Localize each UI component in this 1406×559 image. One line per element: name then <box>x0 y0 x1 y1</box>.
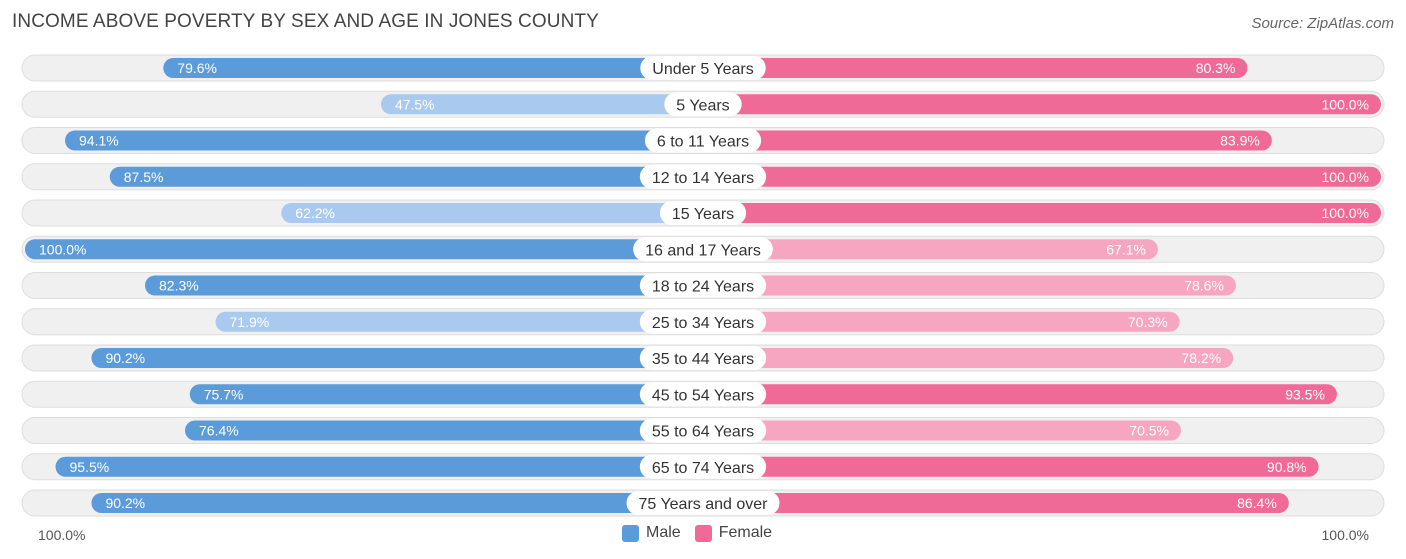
chart-source: Source: ZipAtlas.com <box>1251 15 1394 32</box>
female-bar <box>703 203 1381 223</box>
female-bar <box>703 130 1272 151</box>
category-label: 25 to 34 Years <box>652 315 754 332</box>
female-value-label: 78.2% <box>1181 350 1221 366</box>
female-bar <box>703 275 1236 296</box>
category-label: 45 to 54 Years <box>652 387 754 404</box>
female-bar <box>703 384 1337 405</box>
category-label: 55 to 64 Years <box>652 424 754 441</box>
male-bar <box>91 493 704 513</box>
male-value-label: 90.2% <box>105 495 145 511</box>
category-label: 12 to 14 Years <box>652 170 754 187</box>
female-bar <box>703 420 1181 441</box>
female-value-label: 67.1% <box>1106 241 1146 257</box>
male-value-label: 62.2% <box>295 205 335 221</box>
axis-max-label: 100.0% <box>1321 527 1369 543</box>
male-value-label: 82.3% <box>159 278 199 294</box>
female-bar <box>703 58 1248 78</box>
category-label: 18 to 24 Years <box>652 279 754 296</box>
female-value-label: 83.9% <box>1220 133 1260 149</box>
legend-swatch-female <box>694 524 712 542</box>
category-label-pill <box>639 309 767 334</box>
category-label: 6 to 11 Years <box>657 134 749 151</box>
male-value-label: 47.5% <box>395 96 435 112</box>
female-value-label: 70.3% <box>1128 314 1168 330</box>
legend-label-male: Male <box>646 524 681 541</box>
female-value-label: 100.0% <box>1322 96 1369 112</box>
legend-item-male: Male <box>622 524 681 542</box>
category-label: Under 5 Years <box>652 61 753 78</box>
male-bar <box>380 94 703 115</box>
category-label: 15 Years <box>672 206 734 223</box>
female-value-label: 78.6% <box>1184 278 1224 294</box>
male-bar <box>145 275 704 296</box>
category-label: 65 to 74 Years <box>652 460 754 477</box>
category-label-pill <box>626 491 780 515</box>
male-value-label: 79.6% <box>177 60 217 76</box>
axis-min-label: 100.0% <box>38 527 86 543</box>
female-bar <box>703 239 1158 260</box>
category-label-pill <box>639 418 767 443</box>
male-bar <box>163 58 703 78</box>
female-value-label: 100.0% <box>1322 169 1369 185</box>
category-label-pill <box>640 56 766 80</box>
female-bar <box>703 493 1289 513</box>
male-bar <box>55 456 703 477</box>
female-bar <box>703 348 1234 368</box>
female-value-label: 86.4% <box>1237 495 1277 511</box>
legend-item-female: Female <box>694 524 773 542</box>
female-value-label: 93.5% <box>1285 386 1325 402</box>
category-label-pill <box>633 237 773 262</box>
female-value-label: 90.8% <box>1267 459 1307 475</box>
category-label-pill <box>659 201 747 225</box>
category-label: 5 Years <box>676 97 729 114</box>
female-bar <box>703 311 1180 332</box>
female-value-label: 100.0% <box>1322 205 1369 221</box>
category-label-pill <box>644 128 762 153</box>
category-label-pill <box>664 92 742 117</box>
category-label: 35 to 44 Years <box>652 351 754 368</box>
category-label-pill <box>639 346 767 370</box>
male-bar <box>65 130 703 151</box>
male-bar <box>25 239 703 260</box>
male-value-label: 71.9% <box>230 314 270 330</box>
male-bar <box>215 311 703 332</box>
male-value-label: 87.5% <box>124 169 164 185</box>
category-label-pill <box>639 164 767 189</box>
category-label-pill <box>639 382 767 407</box>
female-value-label: 70.5% <box>1129 423 1169 439</box>
legend-swatch-male <box>622 524 639 542</box>
female-bar <box>703 456 1319 477</box>
female-bar <box>703 166 1381 187</box>
male-bar <box>189 384 703 405</box>
category-label: 16 and 17 Years <box>645 242 761 259</box>
male-bar <box>281 203 703 223</box>
legend: Male Female <box>622 524 786 542</box>
male-value-label: 90.2% <box>105 350 145 366</box>
male-value-label: 94.1% <box>79 133 119 149</box>
male-bar <box>185 420 703 441</box>
male-value-label: 75.7% <box>204 386 244 402</box>
legend-label-female: Female <box>718 524 773 541</box>
male-bar <box>109 166 703 187</box>
female-value-label: 80.3% <box>1196 60 1236 76</box>
male-bar <box>91 348 704 368</box>
category-label: 75 Years and over <box>639 496 769 513</box>
category-label-pill <box>639 454 767 479</box>
chart-title: INCOME ABOVE POVERTY BY SEX AND AGE IN J… <box>12 11 599 32</box>
category-label-pill <box>639 273 767 298</box>
female-bar <box>703 94 1381 115</box>
male-value-label: 95.5% <box>70 459 110 475</box>
male-value-label: 76.4% <box>199 423 239 439</box>
male-value-label: 100.0% <box>39 241 86 257</box>
